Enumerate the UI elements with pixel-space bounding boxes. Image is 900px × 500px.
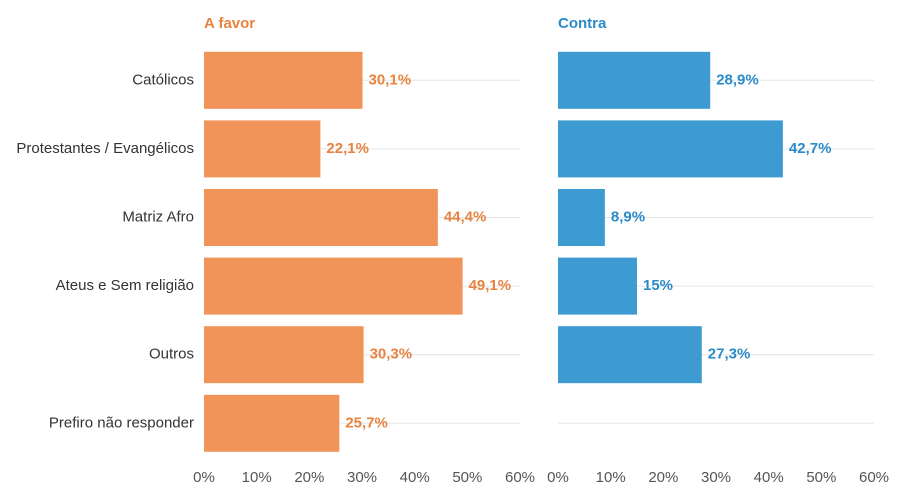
x-tick-label: 60%	[505, 469, 535, 486]
category-label: Protestantes / Evangélicos	[16, 140, 194, 157]
value-label: 8,9%	[611, 208, 645, 225]
value-label: 22,1%	[326, 140, 369, 157]
bar	[558, 326, 702, 384]
x-tick-label: 20%	[294, 469, 324, 486]
bar	[204, 394, 340, 452]
value-label: 42,7%	[789, 140, 832, 157]
bar	[204, 189, 438, 246]
category-label: Outros	[149, 346, 194, 363]
x-tick-label: 20%	[648, 469, 678, 486]
panel-title: Contra	[558, 15, 607, 32]
x-tick-label: 40%	[400, 469, 430, 486]
category-label: Matriz Afro	[122, 208, 194, 225]
bar	[558, 51, 711, 109]
x-tick-label: 50%	[452, 469, 482, 486]
x-tick-label: 50%	[806, 469, 836, 486]
bar	[204, 257, 463, 315]
x-tick-label: 30%	[347, 469, 377, 486]
value-label: 25,7%	[345, 414, 388, 431]
x-tick-label: 60%	[859, 469, 889, 486]
x-tick-label: 10%	[242, 469, 272, 486]
value-label: 49,1%	[469, 277, 512, 294]
value-label: 27,3%	[708, 346, 751, 363]
value-label: 15%	[643, 277, 673, 294]
x-tick-label: 0%	[547, 469, 569, 486]
bar	[558, 120, 783, 178]
value-label: 28,9%	[716, 71, 759, 88]
category-label: Prefiro não responder	[49, 414, 194, 431]
value-label: 30,1%	[369, 71, 412, 88]
value-label: 30,3%	[370, 346, 413, 363]
bar	[204, 120, 321, 178]
bar	[558, 257, 637, 315]
bar	[204, 326, 364, 384]
x-tick-label: 0%	[193, 469, 215, 486]
category-label: Católicos	[132, 71, 194, 88]
value-label: 44,4%	[444, 208, 487, 225]
x-tick-label: 30%	[701, 469, 731, 486]
panel-title: A favor	[204, 15, 255, 32]
x-tick-label: 10%	[596, 469, 626, 486]
x-tick-label: 40%	[754, 469, 784, 486]
category-label: Ateus e Sem religião	[56, 277, 194, 294]
bar	[558, 189, 605, 246]
bar	[204, 51, 363, 109]
